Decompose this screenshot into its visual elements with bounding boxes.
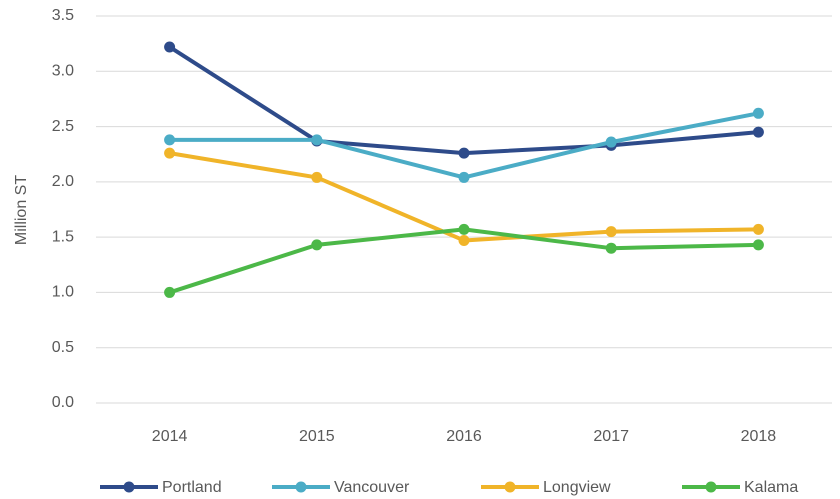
data-point bbox=[311, 239, 323, 251]
legend-marker bbox=[504, 481, 516, 493]
y-tick-label: 1.5 bbox=[52, 228, 74, 245]
data-point bbox=[164, 134, 176, 146]
y-tick-label: 0.5 bbox=[52, 339, 74, 356]
data-point bbox=[752, 239, 764, 251]
data-point bbox=[605, 242, 617, 254]
y-tick-label: 2.0 bbox=[52, 173, 74, 190]
data-point bbox=[458, 171, 470, 183]
x-tick-label: 2018 bbox=[741, 428, 777, 445]
y-tick-label: 2.5 bbox=[52, 118, 74, 135]
data-point bbox=[752, 107, 764, 119]
legend-marker bbox=[705, 481, 717, 493]
y-tick-label: 1.0 bbox=[52, 284, 74, 301]
data-point bbox=[164, 286, 176, 298]
data-point bbox=[458, 234, 470, 246]
x-tick-label: 2014 bbox=[152, 428, 188, 445]
data-point bbox=[752, 223, 764, 235]
y-tick-label: 3.0 bbox=[52, 63, 74, 80]
series-line bbox=[168, 45, 759, 156]
y-axis-label: Million ST bbox=[13, 175, 30, 245]
data-point bbox=[164, 147, 176, 159]
data-point bbox=[458, 147, 470, 159]
legend-marker bbox=[295, 481, 307, 493]
legend-marker bbox=[123, 481, 135, 493]
legend-label: Kalama bbox=[744, 479, 798, 496]
legend-label: Portland bbox=[162, 479, 222, 496]
x-tick-label: 2016 bbox=[446, 428, 482, 445]
y-tick-label: 3.5 bbox=[52, 7, 74, 24]
data-point bbox=[311, 134, 323, 146]
data-point bbox=[458, 223, 470, 235]
x-tick-label: 2017 bbox=[593, 428, 629, 445]
data-point bbox=[311, 171, 323, 183]
data-point bbox=[752, 126, 764, 138]
y-tick-label: 0.0 bbox=[52, 394, 74, 411]
legend-label: Vancouver bbox=[334, 479, 410, 496]
x-tick-label: 2015 bbox=[299, 428, 335, 445]
data-point bbox=[605, 226, 617, 238]
data-point bbox=[164, 41, 176, 53]
data-point bbox=[605, 136, 617, 148]
legend-label: Longview bbox=[543, 479, 611, 496]
